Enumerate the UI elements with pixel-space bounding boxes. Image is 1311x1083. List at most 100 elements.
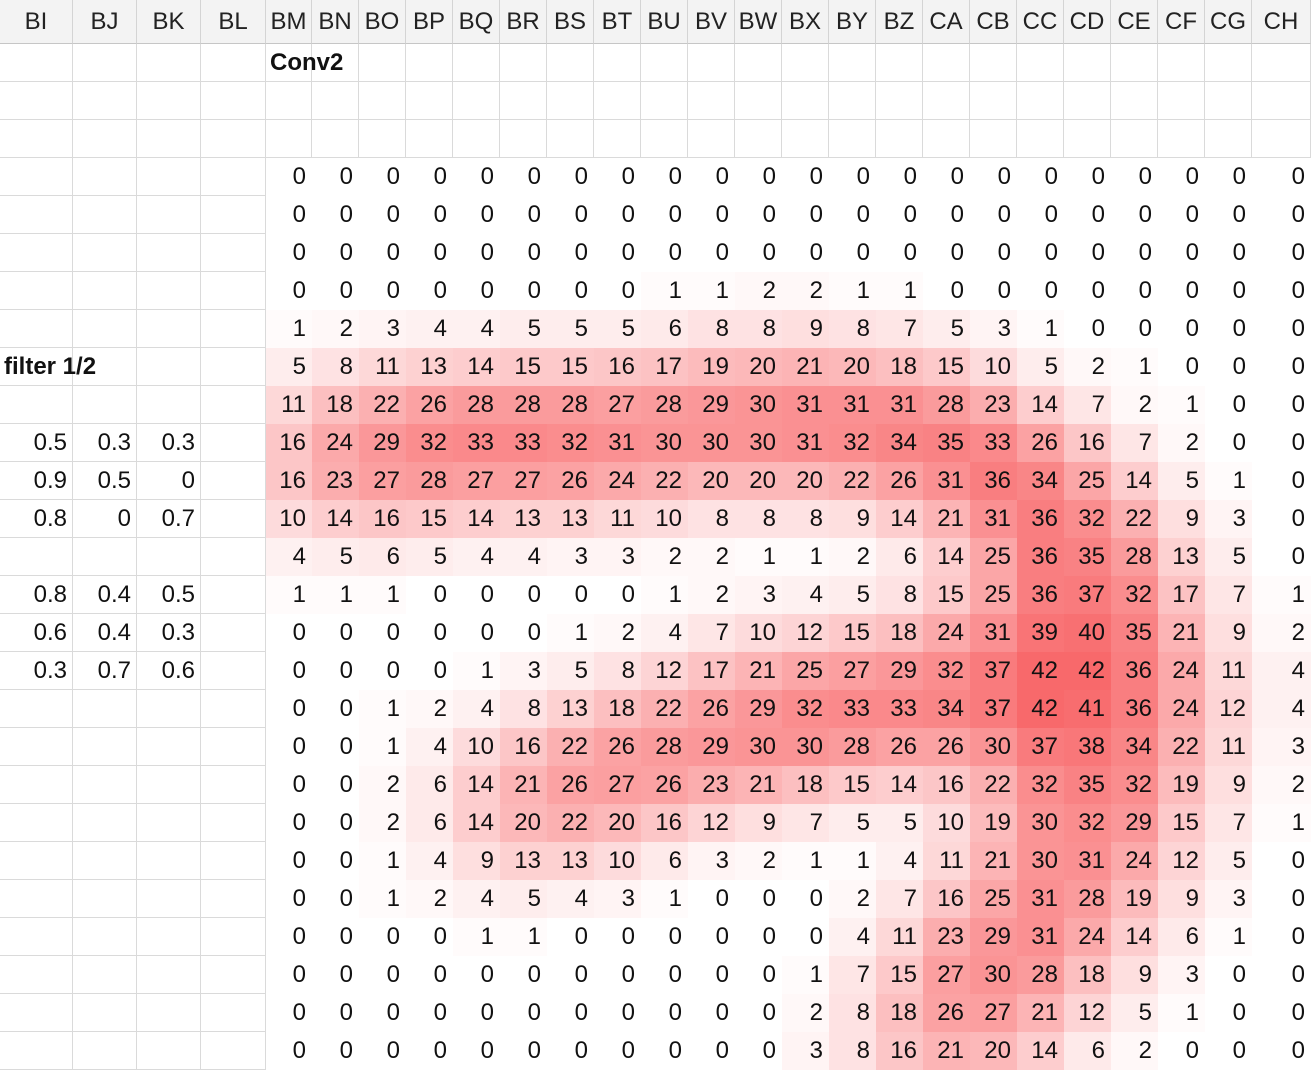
conv2-value-cell[interactable]: 0 [970, 272, 1017, 310]
conv2-value-cell[interactable]: 0 [500, 956, 547, 994]
conv2-value-cell[interactable]: 1 [782, 538, 829, 576]
column-header-ch[interactable]: CH [1252, 0, 1311, 44]
conv2-value-cell[interactable]: 29 [688, 386, 735, 424]
conv2-value-cell[interactable]: 5 [876, 804, 923, 842]
conv2-value-cell[interactable]: 0 [547, 196, 594, 234]
conv2-value-cell[interactable]: 2 [688, 538, 735, 576]
cell[interactable] [201, 538, 266, 576]
cell[interactable] [0, 310, 73, 348]
conv2-value-cell[interactable]: 28 [1111, 538, 1158, 576]
conv2-value-cell[interactable]: 12 [782, 614, 829, 652]
conv2-value-cell[interactable]: 14 [453, 500, 500, 538]
conv2-value-cell[interactable]: 7 [782, 804, 829, 842]
cell[interactable] [201, 348, 266, 386]
conv2-value-cell[interactable]: 3 [970, 310, 1017, 348]
filter-weight-cell[interactable]: 0.6 [137, 652, 201, 690]
cell[interactable] [73, 158, 137, 196]
conv2-value-cell[interactable]: 18 [312, 386, 359, 424]
conv2-value-cell[interactable]: 0 [406, 158, 453, 196]
conv2-value-cell[interactable]: 13 [547, 690, 594, 728]
conv2-value-cell[interactable]: 0 [1252, 956, 1311, 994]
cell[interactable] [73, 842, 137, 880]
conv2-value-cell[interactable]: 19 [1111, 880, 1158, 918]
conv2-value-cell[interactable]: 0 [547, 576, 594, 614]
conv2-value-cell[interactable]: 36 [1017, 576, 1064, 614]
conv2-value-cell[interactable]: 28 [641, 728, 688, 766]
conv2-value-cell[interactable]: 11 [266, 386, 312, 424]
filter-weight-cell[interactable]: 0.7 [73, 652, 137, 690]
conv2-value-cell[interactable]: 16 [594, 348, 641, 386]
cell[interactable] [641, 120, 688, 158]
conv2-value-cell[interactable]: 6 [641, 842, 688, 880]
conv2-value-cell[interactable]: 7 [1205, 804, 1252, 842]
conv2-value-cell[interactable]: 21 [1158, 614, 1205, 652]
conv2-value-cell[interactable]: 3 [500, 652, 547, 690]
conv2-value-cell[interactable]: 0 [547, 234, 594, 272]
conv2-value-cell[interactable]: 2 [406, 880, 453, 918]
cell[interactable] [1064, 120, 1111, 158]
conv2-value-cell[interactable]: 2 [1252, 614, 1311, 652]
column-header-bo[interactable]: BO [359, 0, 406, 44]
conv2-value-cell[interactable]: 16 [876, 1032, 923, 1070]
cell[interactable] [0, 690, 73, 728]
conv2-value-cell[interactable]: 9 [1158, 880, 1205, 918]
conv2-value-cell[interactable]: 6 [359, 538, 406, 576]
conv2-value-cell[interactable]: 0 [266, 158, 312, 196]
cell[interactable] [1111, 44, 1158, 82]
conv2-value-cell[interactable]: 0 [1017, 158, 1064, 196]
conv2-value-cell[interactable]: 11 [359, 348, 406, 386]
conv2-value-cell[interactable]: 5 [923, 310, 970, 348]
cell[interactable] [201, 766, 266, 804]
conv2-value-cell[interactable]: 1 [1111, 348, 1158, 386]
cell[interactable] [137, 766, 201, 804]
conv2-value-cell[interactable]: 1 [829, 272, 876, 310]
cell[interactable] [782, 120, 829, 158]
conv2-value-cell[interactable]: 8 [312, 348, 359, 386]
conv2-value-cell[interactable]: 0 [594, 1032, 641, 1070]
cell[interactable] [201, 196, 266, 234]
conv2-value-cell[interactable]: 0 [1252, 880, 1311, 918]
conv2-value-cell[interactable]: 3 [782, 1032, 829, 1070]
conv2-value-cell[interactable]: 19 [970, 804, 1017, 842]
conv2-value-cell[interactable]: 7 [876, 310, 923, 348]
conv2-value-cell[interactable]: 5 [500, 880, 547, 918]
filter-weight-cell[interactable]: 0 [137, 462, 201, 500]
cell[interactable] [970, 120, 1017, 158]
cell[interactable] [73, 690, 137, 728]
conv2-value-cell[interactable]: 23 [923, 918, 970, 956]
column-header-bm[interactable]: BM [266, 0, 312, 44]
conv2-value-cell[interactable]: 7 [688, 614, 735, 652]
cell[interactable] [641, 82, 688, 120]
conv2-value-cell[interactable]: 0 [688, 158, 735, 196]
conv2-value-cell[interactable]: 12 [641, 652, 688, 690]
cell[interactable] [266, 44, 312, 82]
conv2-value-cell[interactable]: 26 [594, 728, 641, 766]
conv2-value-cell[interactable]: 26 [923, 994, 970, 1032]
conv2-value-cell[interactable]: 14 [876, 500, 923, 538]
cell[interactable] [73, 880, 137, 918]
filter-weight-cell[interactable]: 0.9 [0, 462, 73, 500]
conv2-value-cell[interactable]: 0 [547, 272, 594, 310]
cell[interactable] [137, 918, 201, 956]
conv2-value-cell[interactable]: 14 [453, 766, 500, 804]
conv2-value-cell[interactable]: 0 [688, 994, 735, 1032]
conv2-value-cell[interactable]: 2 [735, 272, 782, 310]
conv2-value-cell[interactable]: 42 [1017, 690, 1064, 728]
cell[interactable] [735, 44, 782, 82]
conv2-value-cell[interactable]: 4 [1252, 652, 1311, 690]
cell[interactable] [829, 82, 876, 120]
cell[interactable] [201, 272, 266, 310]
conv2-value-cell[interactable]: 29 [688, 728, 735, 766]
conv2-value-cell[interactable]: 0 [923, 196, 970, 234]
conv2-value-cell[interactable]: 12 [1205, 690, 1252, 728]
conv2-value-cell[interactable]: 4 [406, 728, 453, 766]
conv2-value-cell[interactable]: 0 [1205, 994, 1252, 1032]
cell[interactable] [201, 804, 266, 842]
conv2-value-cell[interactable]: 0 [266, 918, 312, 956]
conv2-value-cell[interactable]: 1 [641, 272, 688, 310]
conv2-value-cell[interactable]: 25 [970, 576, 1017, 614]
conv2-value-cell[interactable]: 0 [594, 196, 641, 234]
cell[interactable] [1205, 120, 1252, 158]
cell[interactable] [688, 82, 735, 120]
cell[interactable] [73, 766, 137, 804]
